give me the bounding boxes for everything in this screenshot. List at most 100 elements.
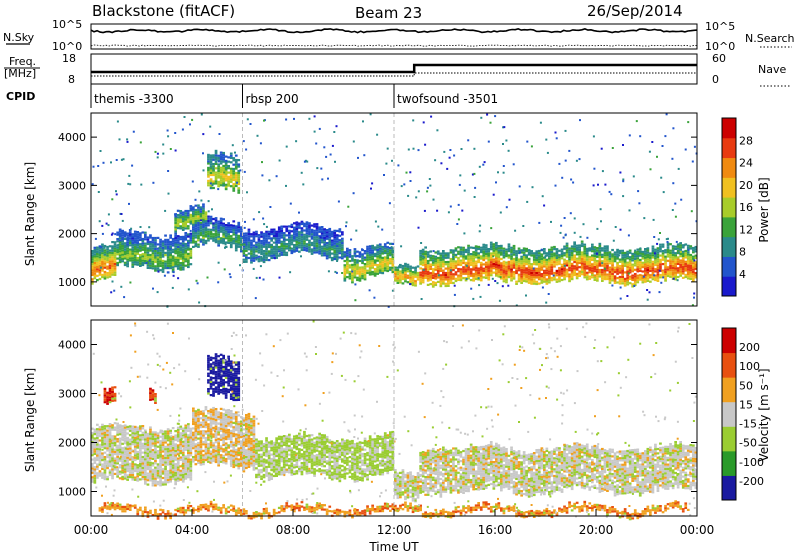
heatmap-cell [583,243,587,246]
heatmap-cell [444,263,448,266]
heatmap-cell [565,251,569,254]
heatmap-cell [136,472,140,476]
freq-right-tick-bottom: 0 [712,73,719,86]
heatmap-cell [116,424,119,427]
heatmap-cell [335,229,339,232]
heatmap-cell [136,263,140,266]
heatmap-cell [151,438,155,441]
heatmap-cell [540,259,544,263]
heatmap-cell [666,274,670,278]
heatmap-cell [212,165,215,168]
heatmap-cell [106,462,109,465]
heatmap-cell [184,255,188,259]
heatmap-cell [267,245,271,249]
heatmap-cell [232,226,236,230]
heatmap-cell [139,462,142,465]
heatmap-cell [611,253,614,256]
heatmap-cell [368,262,372,265]
heatmap-cell [585,256,589,259]
heatmap-cell [401,273,405,276]
heatmap-cell [176,437,180,440]
heatmap-cell [348,255,352,258]
heatmap-cell [227,241,230,244]
heatmap-cell [179,436,183,439]
heatmap-cell [626,255,629,258]
heatmap-cell [184,428,188,432]
heatmap-cell [111,441,114,444]
heatmap-cell [146,264,150,267]
heatmap-cell [184,220,188,223]
heatmap-cell [232,242,236,245]
heatmap-cell [118,433,122,436]
heatmap-cell [103,277,107,280]
heatmap-cell [641,257,645,260]
heatmap-speck [243,254,245,257]
heatmap-cell [224,226,228,229]
heatmap-cell [469,272,473,275]
heatmap-cell [184,435,188,438]
y-tick-label: 4000 [58,131,86,144]
heatmap-cell [288,225,291,228]
heatmap-cell [343,251,347,254]
heatmap-cell [535,274,539,277]
heatmap-cell [469,279,473,282]
heatmap-speck [505,139,508,142]
heatmap-cell [603,269,607,272]
heatmap-cell [389,260,392,263]
heatmap-cell [161,461,165,464]
heatmap-cell [628,277,632,280]
heatmap-cell [401,271,405,274]
heatmap-cell [194,416,198,419]
heatmap-cell [656,271,660,274]
heatmap-cell [194,227,198,230]
heatmap-cell [376,268,379,271]
heatmap-cell [265,230,268,233]
heatmap-cell [133,430,137,433]
heatmap-cell [616,255,619,258]
heatmap-speck [152,181,155,184]
heatmap-cell [424,246,427,249]
heatmap-cell [623,277,627,280]
heatmap-cell [631,268,634,271]
heatmap-cell [229,167,233,170]
heatmap-cell [146,465,150,468]
heatmap-cell [310,235,314,238]
heatmap-cell [113,247,117,250]
heatmap-cell [692,246,695,250]
heatmap-cell [447,276,450,279]
heatmap-cell [548,248,551,251]
heatmap-cell [484,268,488,271]
heatmap-cell [389,249,392,252]
heatmap-cell [181,480,185,483]
heatmap-speck [323,146,326,149]
heatmap-cell [237,182,241,186]
heatmap-cell [242,239,246,242]
heatmap-cell [202,241,205,244]
heatmap-cell [169,258,172,261]
heatmap-cell [222,242,225,245]
heatmap-cell [596,275,599,278]
heatmap-cell [106,425,109,428]
heatmap-cell [131,432,135,435]
heatmap-cell [101,434,104,437]
heatmap-cell [144,480,147,483]
heatmap-cell [169,460,172,463]
heatmap-cell [462,248,465,252]
heatmap-cell [171,237,175,241]
heatmap-cell [439,256,443,259]
heatmap-cell [426,275,430,278]
heatmap-cell [179,257,183,260]
heatmap-speck [111,198,114,201]
heatmap-cell [378,269,382,272]
heatmap-cell [386,261,390,264]
heatmap-cell [578,257,581,260]
heatmap-cell [197,221,200,224]
heatmap-cell [537,252,541,255]
heatmap-cell [101,467,104,470]
heatmap-cell [497,255,501,258]
heatmap-cell [161,457,165,460]
heatmap-cell [439,278,443,281]
heatmap-cell [537,249,541,253]
heatmap-cell [267,243,271,246]
heatmap-cell [591,274,594,277]
